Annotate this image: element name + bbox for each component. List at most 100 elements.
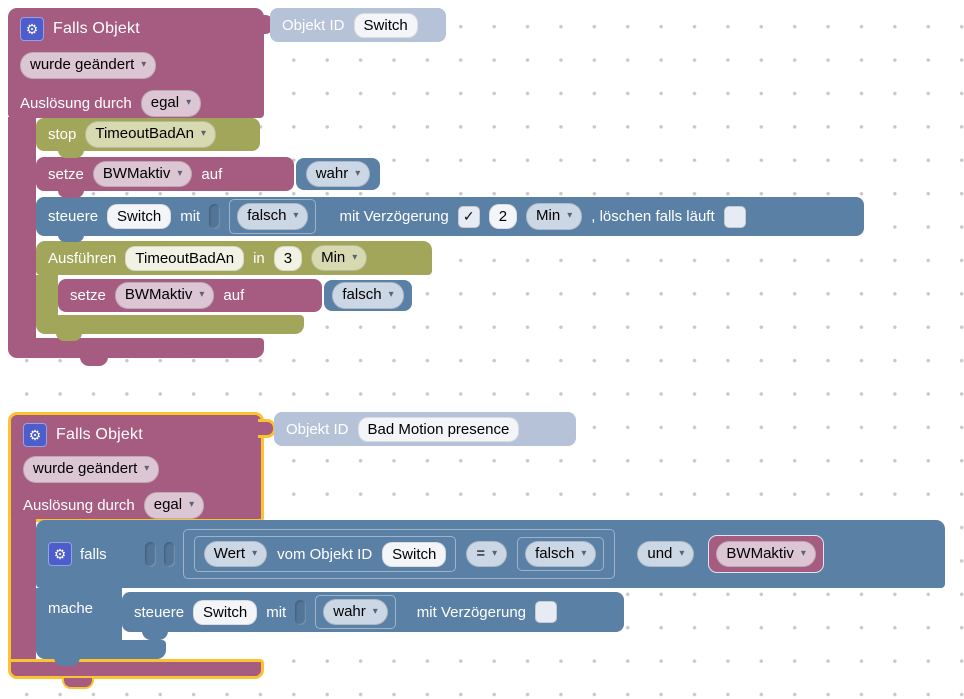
next-connector-bump bbox=[54, 657, 80, 666]
chevron-down-icon: ▾ bbox=[352, 251, 358, 263]
mutator-gear-icon[interactable]: ⚙ bbox=[20, 17, 44, 42]
block1-trigger-on-change[interactable]: ⚙ Falls Objekt wurde geändert ▾ Auslösun… bbox=[8, 8, 264, 118]
value-connector bbox=[256, 15, 274, 34]
next-connector-bump bbox=[142, 631, 168, 640]
chevron-down-icon: ▾ bbox=[144, 463, 150, 475]
block2-if-block[interactable]: ⚙ falls Wert ▾ vom Objekt ID Switch = ▾ bbox=[36, 520, 945, 588]
block1-trigger-type-dropdown[interactable]: wurde geändert ▾ bbox=[20, 52, 157, 79]
chevron-down-icon: ▾ bbox=[252, 547, 258, 559]
chevron-down-icon: ▾ bbox=[492, 547, 498, 559]
mutator-gear-icon[interactable]: ⚙ bbox=[48, 542, 72, 566]
in-label: in bbox=[253, 249, 265, 267]
compare-block[interactable]: Wert ▾ vom Objekt ID Switch = ▾ falsch ▾ bbox=[182, 528, 616, 580]
getter-block[interactable]: Wert ▾ vom Objekt ID Switch bbox=[193, 535, 457, 573]
delay-checkbox-checked[interactable]: ✓ bbox=[457, 205, 480, 228]
control-oid-field[interactable]: Switch bbox=[193, 599, 258, 625]
block2-objekt-id-block[interactable]: Objekt ID Bad Motion presence bbox=[274, 412, 576, 446]
value-block-true[interactable]: wahr ▾ bbox=[315, 594, 396, 630]
from-oid-label: vom Objekt ID bbox=[277, 545, 373, 563]
block2-foot bbox=[8, 659, 264, 679]
bool-dropdown[interactable]: wahr ▾ bbox=[323, 598, 388, 626]
objekt-id-label: Objekt ID bbox=[286, 420, 349, 438]
bool-dropdown[interactable]: falsch ▾ bbox=[332, 282, 404, 309]
value-block-true[interactable]: wahr ▾ bbox=[296, 158, 380, 190]
unit-value: Min bbox=[536, 207, 561, 225]
block1-title: Falls Objekt bbox=[53, 20, 140, 38]
delay-unit-dropdown[interactable]: Min ▾ bbox=[526, 203, 583, 230]
stop-label: stop bbox=[48, 126, 77, 143]
value-block-false[interactable]: falsch ▾ bbox=[324, 280, 412, 311]
block2-objekt-id-field[interactable]: Bad Motion presence bbox=[357, 416, 520, 442]
block2-title: Falls Objekt bbox=[56, 426, 143, 444]
block1-objekt-id-field[interactable]: Switch bbox=[353, 12, 418, 38]
exec-label: Ausführen bbox=[48, 249, 117, 267]
block2-control-state[interactable]: steuere Switch mit wahr ▾ mit Verzögerun… bbox=[122, 592, 624, 632]
value-block-false[interactable]: falsch ▾ bbox=[229, 199, 317, 234]
block1-objekt-id-block[interactable]: Objekt ID Switch bbox=[270, 8, 446, 42]
block1-timeout-exec[interactable]: Ausführen TimeoutBadAn in 3 Min ▾ bbox=[36, 241, 432, 275]
control-label: steuere bbox=[48, 208, 99, 225]
bool-dropdown[interactable]: wahr ▾ bbox=[305, 160, 371, 188]
if-do-column: mache bbox=[36, 588, 122, 641]
chevron-down-icon: ▾ bbox=[186, 96, 192, 108]
to-label: auf bbox=[201, 165, 223, 183]
logic-op-dropdown[interactable]: und ▾ bbox=[637, 540, 695, 568]
block2-spine bbox=[8, 519, 36, 662]
bool-value: falsch bbox=[342, 286, 382, 304]
variable-name: BWMaktiv bbox=[124, 286, 193, 304]
chevron-down-icon: ▾ bbox=[199, 289, 205, 301]
bool-dropdown[interactable]: falsch ▾ bbox=[525, 540, 597, 568]
operator-value: = bbox=[476, 544, 486, 562]
variable-dropdown[interactable]: BWMaktiv ▾ bbox=[716, 540, 816, 568]
control-label: steuere bbox=[134, 603, 185, 621]
value-socket bbox=[163, 541, 175, 567]
timeout-unit-dropdown[interactable]: Min ▾ bbox=[311, 244, 368, 272]
set-variable-dropdown[interactable]: BWMaktiv ▾ bbox=[92, 160, 193, 188]
delay-value-field[interactable]: 2 bbox=[488, 204, 518, 229]
unit-value: Min bbox=[321, 248, 346, 266]
timeout-name-field[interactable]: TimeoutBadAn bbox=[125, 245, 245, 271]
variable-name: BWMaktiv bbox=[726, 544, 794, 562]
block2-trigger-type-dropdown[interactable]: wurde geändert ▾ bbox=[23, 456, 160, 483]
chevron-down-icon: ▾ bbox=[679, 547, 685, 559]
getter-oid-field[interactable]: Switch bbox=[382, 541, 447, 567]
value-socket bbox=[209, 204, 221, 229]
next-connector-bump bbox=[62, 678, 94, 689]
with-label: mit bbox=[266, 603, 287, 621]
clear-running-checkbox-unchecked[interactable] bbox=[723, 205, 746, 228]
trigger-by-label: Auslösung durch bbox=[20, 94, 132, 112]
chevron-down-icon: ▾ bbox=[141, 59, 147, 71]
stop-timeout-dropdown[interactable]: TimeoutBadAn ▾ bbox=[85, 121, 217, 148]
value-socket bbox=[144, 541, 156, 567]
variable-get-block[interactable]: BWMaktiv ▾ bbox=[708, 534, 824, 574]
block2-trigger-by-dropdown[interactable]: egal ▾ bbox=[143, 491, 205, 519]
do-label: mache bbox=[48, 600, 94, 617]
set-variable-dropdown[interactable]: BWMaktiv ▾ bbox=[114, 282, 215, 309]
timeout-foot bbox=[36, 315, 304, 334]
getter-attr-dropdown[interactable]: Wert ▾ bbox=[203, 540, 268, 568]
trigger-by-label: Auslösung durch bbox=[23, 496, 135, 514]
to-label: auf bbox=[223, 287, 245, 304]
timeout-name: TimeoutBadAn bbox=[95, 125, 195, 143]
block2-trigger-on-change[interactable]: ⚙ Falls Objekt wurde geändert ▾ Auslösun… bbox=[8, 412, 264, 522]
control-oid-field[interactable]: Switch bbox=[107, 204, 172, 229]
block1-control-state[interactable]: steuere Switch mit falsch ▾ mit Verzöger… bbox=[36, 197, 864, 236]
block1-trigger-by-dropdown[interactable]: egal ▾ bbox=[140, 89, 202, 117]
bool-value: wahr bbox=[333, 602, 366, 620]
delay-checkbox-unchecked[interactable] bbox=[535, 601, 558, 623]
mutator-gear-icon[interactable]: ⚙ bbox=[23, 423, 47, 448]
value-block-false[interactable]: falsch ▾ bbox=[517, 536, 605, 572]
block1-stop-timeout[interactable]: stop TimeoutBadAn ▾ bbox=[36, 118, 260, 151]
chevron-down-icon: ▾ bbox=[388, 289, 394, 301]
block1-set-variable[interactable]: setze BWMaktiv ▾ auf bbox=[36, 157, 294, 191]
set-label: setze bbox=[48, 165, 84, 183]
timeout-delay-field[interactable]: 3 bbox=[273, 245, 303, 271]
chevron-down-icon: ▾ bbox=[355, 167, 361, 179]
chevron-down-icon: ▾ bbox=[293, 210, 299, 222]
trigger-by-value: egal bbox=[150, 93, 180, 111]
bool-dropdown[interactable]: falsch ▾ bbox=[237, 203, 309, 230]
operator-dropdown[interactable]: = ▾ bbox=[466, 540, 508, 568]
bool-value: falsch bbox=[535, 544, 575, 562]
block1-set-variable-inactive[interactable]: setze BWMaktiv ▾ auf bbox=[58, 279, 322, 312]
